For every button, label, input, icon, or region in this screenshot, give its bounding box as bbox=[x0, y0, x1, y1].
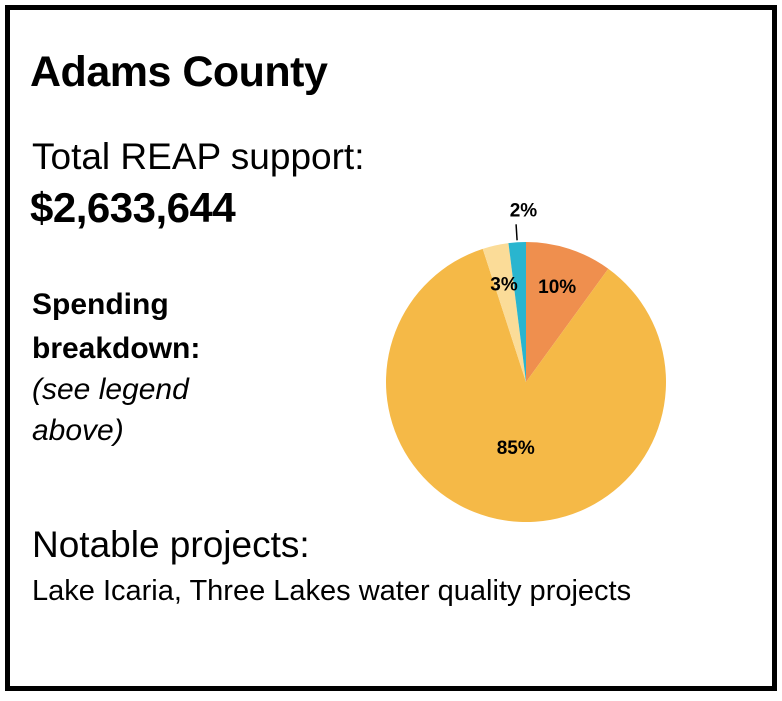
pie-slice-2 bbox=[482, 243, 526, 382]
spending-pie-chart: 10% 85% 3% 2% bbox=[386, 200, 666, 522]
support-value: $2,633,644 bbox=[30, 184, 236, 231]
breakdown-note: (see legend above) bbox=[32, 373, 189, 447]
pie-label-0: 10% bbox=[538, 277, 576, 298]
projects-text: Lake Icaria, Three Lakes water quality p… bbox=[32, 575, 632, 607]
pie-label-2: 3% bbox=[490, 275, 518, 296]
county-title: Adams County bbox=[30, 48, 328, 96]
pie-label-1: 85% bbox=[497, 438, 535, 459]
pie-label-3: 2% bbox=[510, 200, 538, 221]
pie-slice-3 bbox=[508, 242, 526, 382]
breakdown-heading: Spending breakdown: bbox=[32, 288, 201, 365]
pie-leader-3 bbox=[515, 224, 518, 241]
pie-slice-1 bbox=[386, 248, 666, 522]
support-label: Total REAP support: bbox=[32, 136, 365, 177]
pie-slice-0 bbox=[526, 242, 609, 382]
projects-heading: Notable projects: bbox=[32, 524, 310, 565]
